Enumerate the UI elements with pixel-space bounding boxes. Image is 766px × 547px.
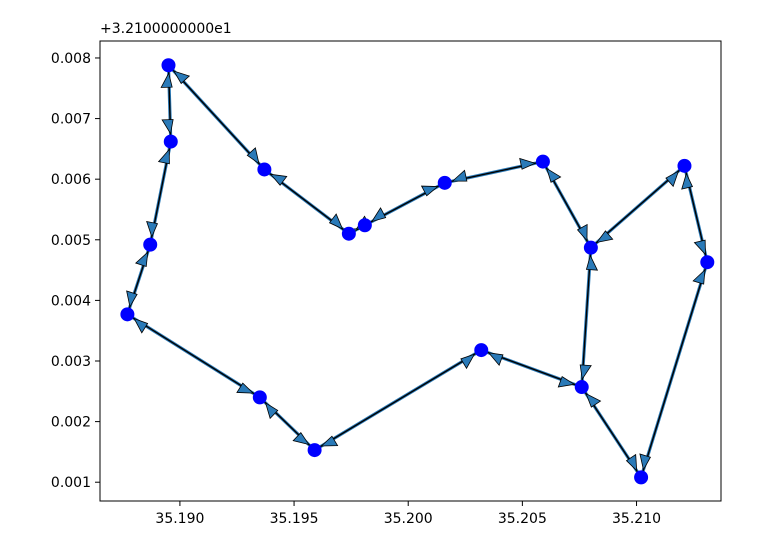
- data-point: [307, 443, 322, 458]
- route-arrowhead: [160, 72, 173, 88]
- data-point: [700, 255, 715, 270]
- data-point: [437, 175, 452, 190]
- route-arrowhead: [451, 169, 468, 182]
- data-point: [120, 307, 135, 322]
- y-tick-label: 0.008: [51, 51, 91, 67]
- route-loop-arrowhead: [692, 268, 706, 285]
- data-point: [634, 470, 649, 485]
- route-loop-segment: [640, 262, 708, 478]
- data-point: [357, 218, 372, 233]
- data-point: [574, 380, 589, 395]
- x-tick-label: 35.210: [612, 511, 661, 527]
- route-arrowhead: [126, 290, 138, 308]
- route-arrowhead: [460, 353, 476, 370]
- x-tick-label: 35.205: [498, 511, 547, 527]
- x-axis: 35.190 35.195 35.200 35.205 35.210: [155, 501, 661, 527]
- route-arrowhead: [236, 382, 255, 394]
- route-arrowhead: [420, 185, 439, 197]
- route-segment: [127, 313, 261, 398]
- y-tick-label: 0.002: [51, 415, 91, 431]
- route-arrowhead: [585, 254, 599, 271]
- route-arrowhead: [134, 251, 149, 268]
- y-tick-label: 0.005: [51, 233, 91, 249]
- route-arrowhead: [146, 220, 159, 238]
- data-point: [163, 134, 178, 149]
- y-tick-label: 0.007: [51, 112, 91, 128]
- data-point: [257, 162, 272, 177]
- route-segment: [581, 247, 592, 388]
- route-arrowhead: [264, 402, 279, 420]
- y-tick-label: 0.003: [51, 354, 91, 370]
- route-arrowhead: [246, 147, 260, 165]
- axes-frame: [99, 40, 722, 502]
- data-point: [161, 58, 176, 73]
- route-arrowhead: [487, 352, 504, 366]
- route-arrowhead: [557, 376, 576, 388]
- route-loop-arrowhead: [681, 172, 694, 190]
- route-loop-arrowhead: [639, 453, 652, 471]
- route-arrowhead: [133, 317, 149, 334]
- data-point: [535, 154, 550, 169]
- y-tick-label: 0.004: [51, 293, 91, 309]
- y-tick-label: 0.006: [51, 172, 91, 188]
- route-arrowhead: [157, 148, 170, 165]
- route-loop-arrowhead: [693, 239, 706, 256]
- data-point: [143, 237, 158, 252]
- route-arrowhead: [519, 157, 537, 170]
- route-arrowhead: [320, 435, 339, 447]
- y-tick-label: 0.001: [51, 475, 91, 491]
- data-point: [677, 158, 692, 173]
- data-point: [341, 226, 356, 241]
- route-arrowhead: [173, 70, 191, 85]
- route-arrowhead: [161, 119, 174, 135]
- route-loop-arrowhead: [585, 392, 602, 408]
- route-arrowhead: [546, 167, 562, 183]
- y-offset-label: +3.2100000000e1: [100, 21, 232, 37]
- route-arrowhead: [269, 173, 288, 186]
- route-arrowhead: [576, 223, 588, 242]
- route-segment: [167, 64, 265, 170]
- route-arrowhead: [579, 364, 592, 381]
- route-loop-arrowhead: [625, 453, 638, 472]
- route-loop-arrowhead: [665, 170, 680, 188]
- route-arrowhead: [371, 207, 387, 223]
- x-tick-label: 35.195: [270, 511, 319, 527]
- y-axis: 0.001 0.002 0.003 0.004 0.005 0.006 0.007 0.008: [51, 51, 100, 491]
- x-tick-label: 35.190: [155, 511, 204, 527]
- x-tick-label: 35.200: [384, 511, 433, 527]
- data-point: [252, 390, 267, 405]
- plot-area: [120, 58, 715, 485]
- route-arrowhead: [292, 432, 310, 446]
- route-arrowhead: [328, 213, 344, 230]
- data-point: [474, 343, 489, 358]
- data-point: [583, 240, 598, 255]
- route-loop-arrowhead: [595, 230, 614, 244]
- route-segment: [314, 349, 482, 451]
